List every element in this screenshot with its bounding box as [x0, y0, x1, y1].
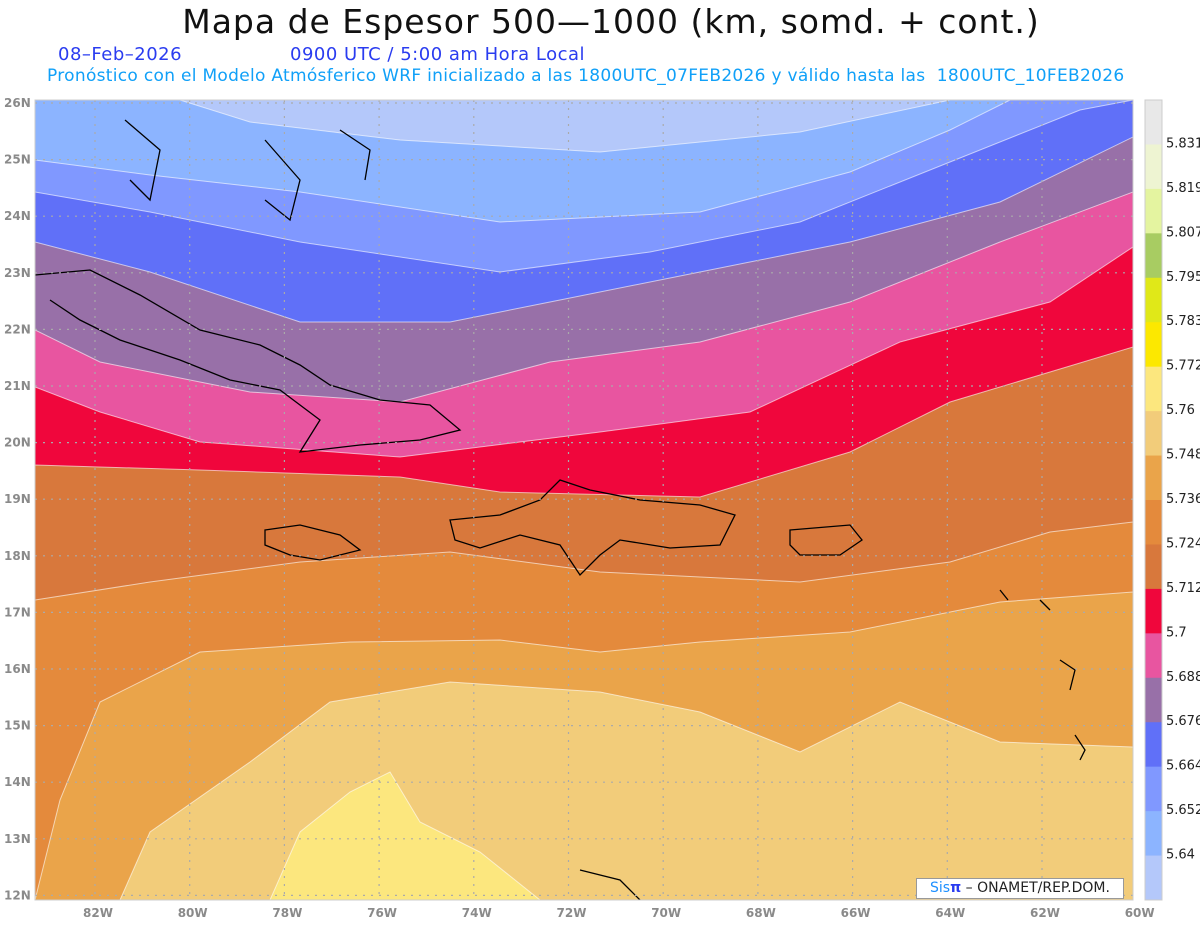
thickness-bands [35, 100, 1133, 900]
credit-sis: Sis [930, 880, 951, 896]
colorbar-swatch [1145, 811, 1162, 857]
colorbar-swatch [1145, 455, 1162, 501]
colorbar-label: 5.748 [1166, 448, 1200, 463]
coastline [1039, 599, 1051, 611]
colorbar-swatch [1145, 855, 1162, 901]
coastline [339, 129, 371, 181]
coastline [35, 269, 462, 453]
coastline [264, 524, 362, 561]
map-title: Mapa de Espesor 500—1000 (km, somd. + co… [182, 2, 1040, 41]
colorbar-swatch [1145, 322, 1162, 368]
lat-tick-label: 26N [4, 96, 31, 110]
colorbar-swatch [1145, 633, 1162, 679]
lat-tick-label: 25N [4, 153, 31, 167]
lon-tick-label: 72W [557, 906, 587, 920]
lon-tick-label: 68W [746, 906, 776, 920]
colorbar-swatch [1145, 144, 1162, 190]
lon-tick-label: 80W [178, 906, 208, 920]
colorbar-swatch [1145, 188, 1162, 234]
colorbar-label: 5.652 [1166, 803, 1200, 818]
credit-pi: π [950, 880, 962, 896]
coastlines [35, 119, 1086, 900]
gridlines [35, 100, 1133, 900]
colorbar: 5.831 5.819 5.807 5.795 5.783 5.772 5.76 5.748 5… [1144, 99, 1200, 901]
forecast-subtitle: Pronóstico con el Modelo Atmósferico WRF… [47, 66, 1125, 86]
colorbar-label: 5.736 [1166, 492, 1200, 507]
colorbar-swatch [1145, 233, 1162, 279]
lat-tick-label: 15N [4, 719, 31, 733]
colorbar-label: 5.76 [1166, 403, 1195, 418]
coastline [579, 869, 641, 900]
colorbar-swatch [1145, 411, 1162, 457]
lat-tick-label: 13N [4, 832, 31, 846]
colorbar-label: 5.64 [1166, 848, 1195, 863]
colorbar-label: 5.7 [1166, 625, 1187, 640]
colorbar-label: 5.712 [1166, 581, 1200, 596]
lon-tick-label: 74W [462, 906, 492, 920]
coastline [264, 139, 301, 222]
lon-tick-label: 62W [1030, 906, 1060, 920]
band [269, 771, 541, 900]
lon-tick-label: 66W [841, 906, 871, 920]
coastline [1059, 659, 1076, 691]
lat-tick-label: 14N [4, 775, 31, 789]
lat-tick-label: 16N [4, 662, 31, 676]
coastline [449, 479, 736, 577]
colorbar-label: 5.831 [1166, 136, 1200, 151]
colorbar-swatch [1145, 677, 1162, 723]
lon-tick-label: 64W [935, 906, 965, 920]
colorbar-swatch [1145, 500, 1162, 545]
lon-tick-label: 60W [1125, 906, 1155, 920]
forecast-time: 0900 UTC / 5:00 am Hora Local [290, 44, 586, 65]
lon-tick-label: 78W [272, 906, 302, 920]
colorbar-swatch [1145, 722, 1162, 768]
colorbar-frame [1144, 99, 1163, 901]
lat-tick-label: 21N [4, 379, 31, 393]
lon-tick-label: 82W [83, 906, 113, 920]
colorbar-label: 5.724 [1166, 536, 1200, 551]
coastline [999, 589, 1009, 601]
colorbar-swatch [1145, 588, 1162, 634]
lat-tick-label: 19N [4, 492, 31, 506]
lat-tick-label: 23N [4, 266, 31, 280]
lat-tick-label: 12N [4, 888, 31, 902]
coastline [1074, 734, 1086, 761]
lon-tick-label: 70W [651, 906, 681, 920]
band [179, 100, 951, 153]
lat-tick-label: 20N [4, 436, 31, 450]
colorbar-label: 5.795 [1166, 270, 1200, 285]
colorbar-label: 5.772 [1166, 359, 1200, 374]
lat-tick-label: 24N [4, 209, 31, 223]
coastline [789, 524, 863, 556]
lon-tick-label: 76W [367, 906, 397, 920]
colorbar-swatch [1145, 766, 1162, 812]
credit-org: – ONAMET/REP.DOM. [961, 880, 1110, 896]
colorbar-swatch [1145, 544, 1162, 590]
lat-tick-label: 22N [4, 322, 31, 336]
forecast-date: 08–Feb–2026 [58, 44, 183, 65]
colorbar-label: 5.676 [1166, 714, 1200, 729]
colorbar-label: 5.807 [1166, 225, 1200, 240]
map-frame [34, 99, 1134, 901]
axis-ticks: 26N 25N 24N 23N 22N 21N 20N 19N 18N 17N 16N 15N 14N 1… [4, 96, 1155, 920]
colorbar-label: 5.664 [1166, 759, 1200, 774]
colorbar-label: 5.783 [1166, 314, 1200, 329]
coastline [124, 119, 161, 202]
lat-tick-label: 18N [4, 549, 31, 563]
colorbar-swatch [1145, 366, 1162, 412]
colorbar-swatch [1145, 100, 1162, 145]
credit-box: Sisπ – ONAMET/REP.DOM. [916, 878, 1124, 899]
colorbar-swatch [1145, 277, 1162, 323]
colorbar-label: 5.819 [1166, 181, 1200, 196]
lat-tick-label: 17N [4, 605, 31, 619]
colorbar-label: 5.688 [1166, 670, 1200, 685]
